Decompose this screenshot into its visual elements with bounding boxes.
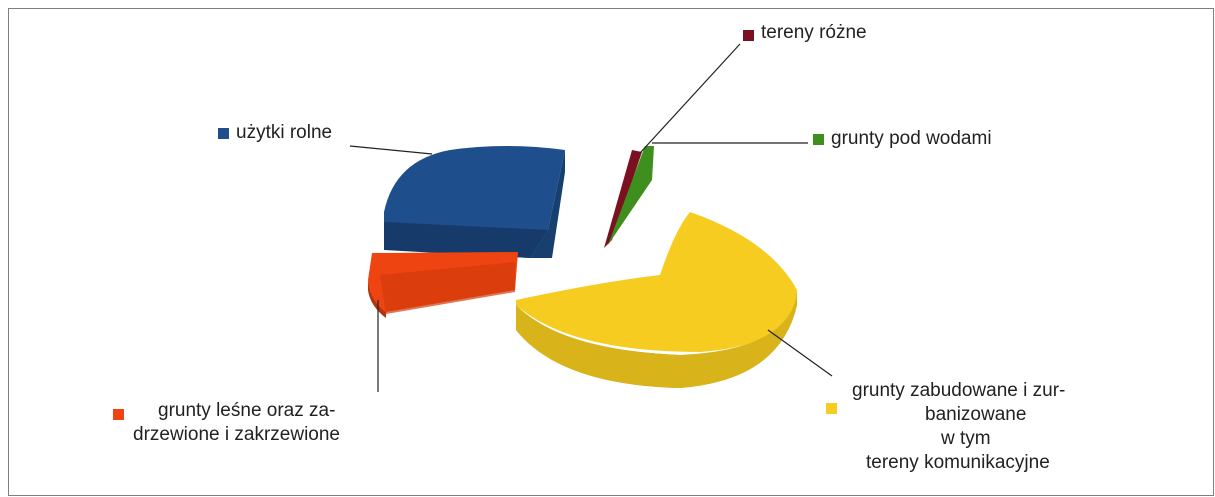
legend-key-tereny-rozne (743, 30, 754, 41)
legend-key-lesne (113, 409, 124, 420)
leader-tereny-rozne (639, 43, 741, 154)
leader-uzytki (349, 145, 433, 155)
label-zabudowane-line4: tereny komunikacyjne (866, 452, 1050, 473)
chart-frame (8, 8, 1214, 496)
label-tereny-rozne: tereny różne (761, 22, 867, 43)
label-lesne-line2: drzewione i zakrzewione (133, 424, 340, 445)
slice-tereny-rozne (604, 150, 642, 248)
label-lesne-line1: grunty leśne oraz za- (158, 400, 336, 421)
slice-zabudowane (516, 212, 797, 388)
label-wody: grunty pod wodami (831, 128, 992, 149)
slice-lesne (368, 252, 518, 318)
label-zabudowane-line1: grunty zabudowane i zur- (852, 380, 1066, 401)
slice-wody (608, 146, 654, 245)
label-uzytki: użytki rolne (236, 122, 333, 143)
slice-uzytki (384, 146, 565, 258)
label-zabudowane-line2: banizowane (925, 404, 1027, 425)
legend-key-wody (813, 134, 824, 145)
legend-key-zabudowane (826, 403, 837, 414)
leader-zabudowane (767, 329, 833, 377)
label-zabudowane-line3: w tym (941, 428, 991, 449)
legend-key-uzytki (218, 128, 229, 139)
